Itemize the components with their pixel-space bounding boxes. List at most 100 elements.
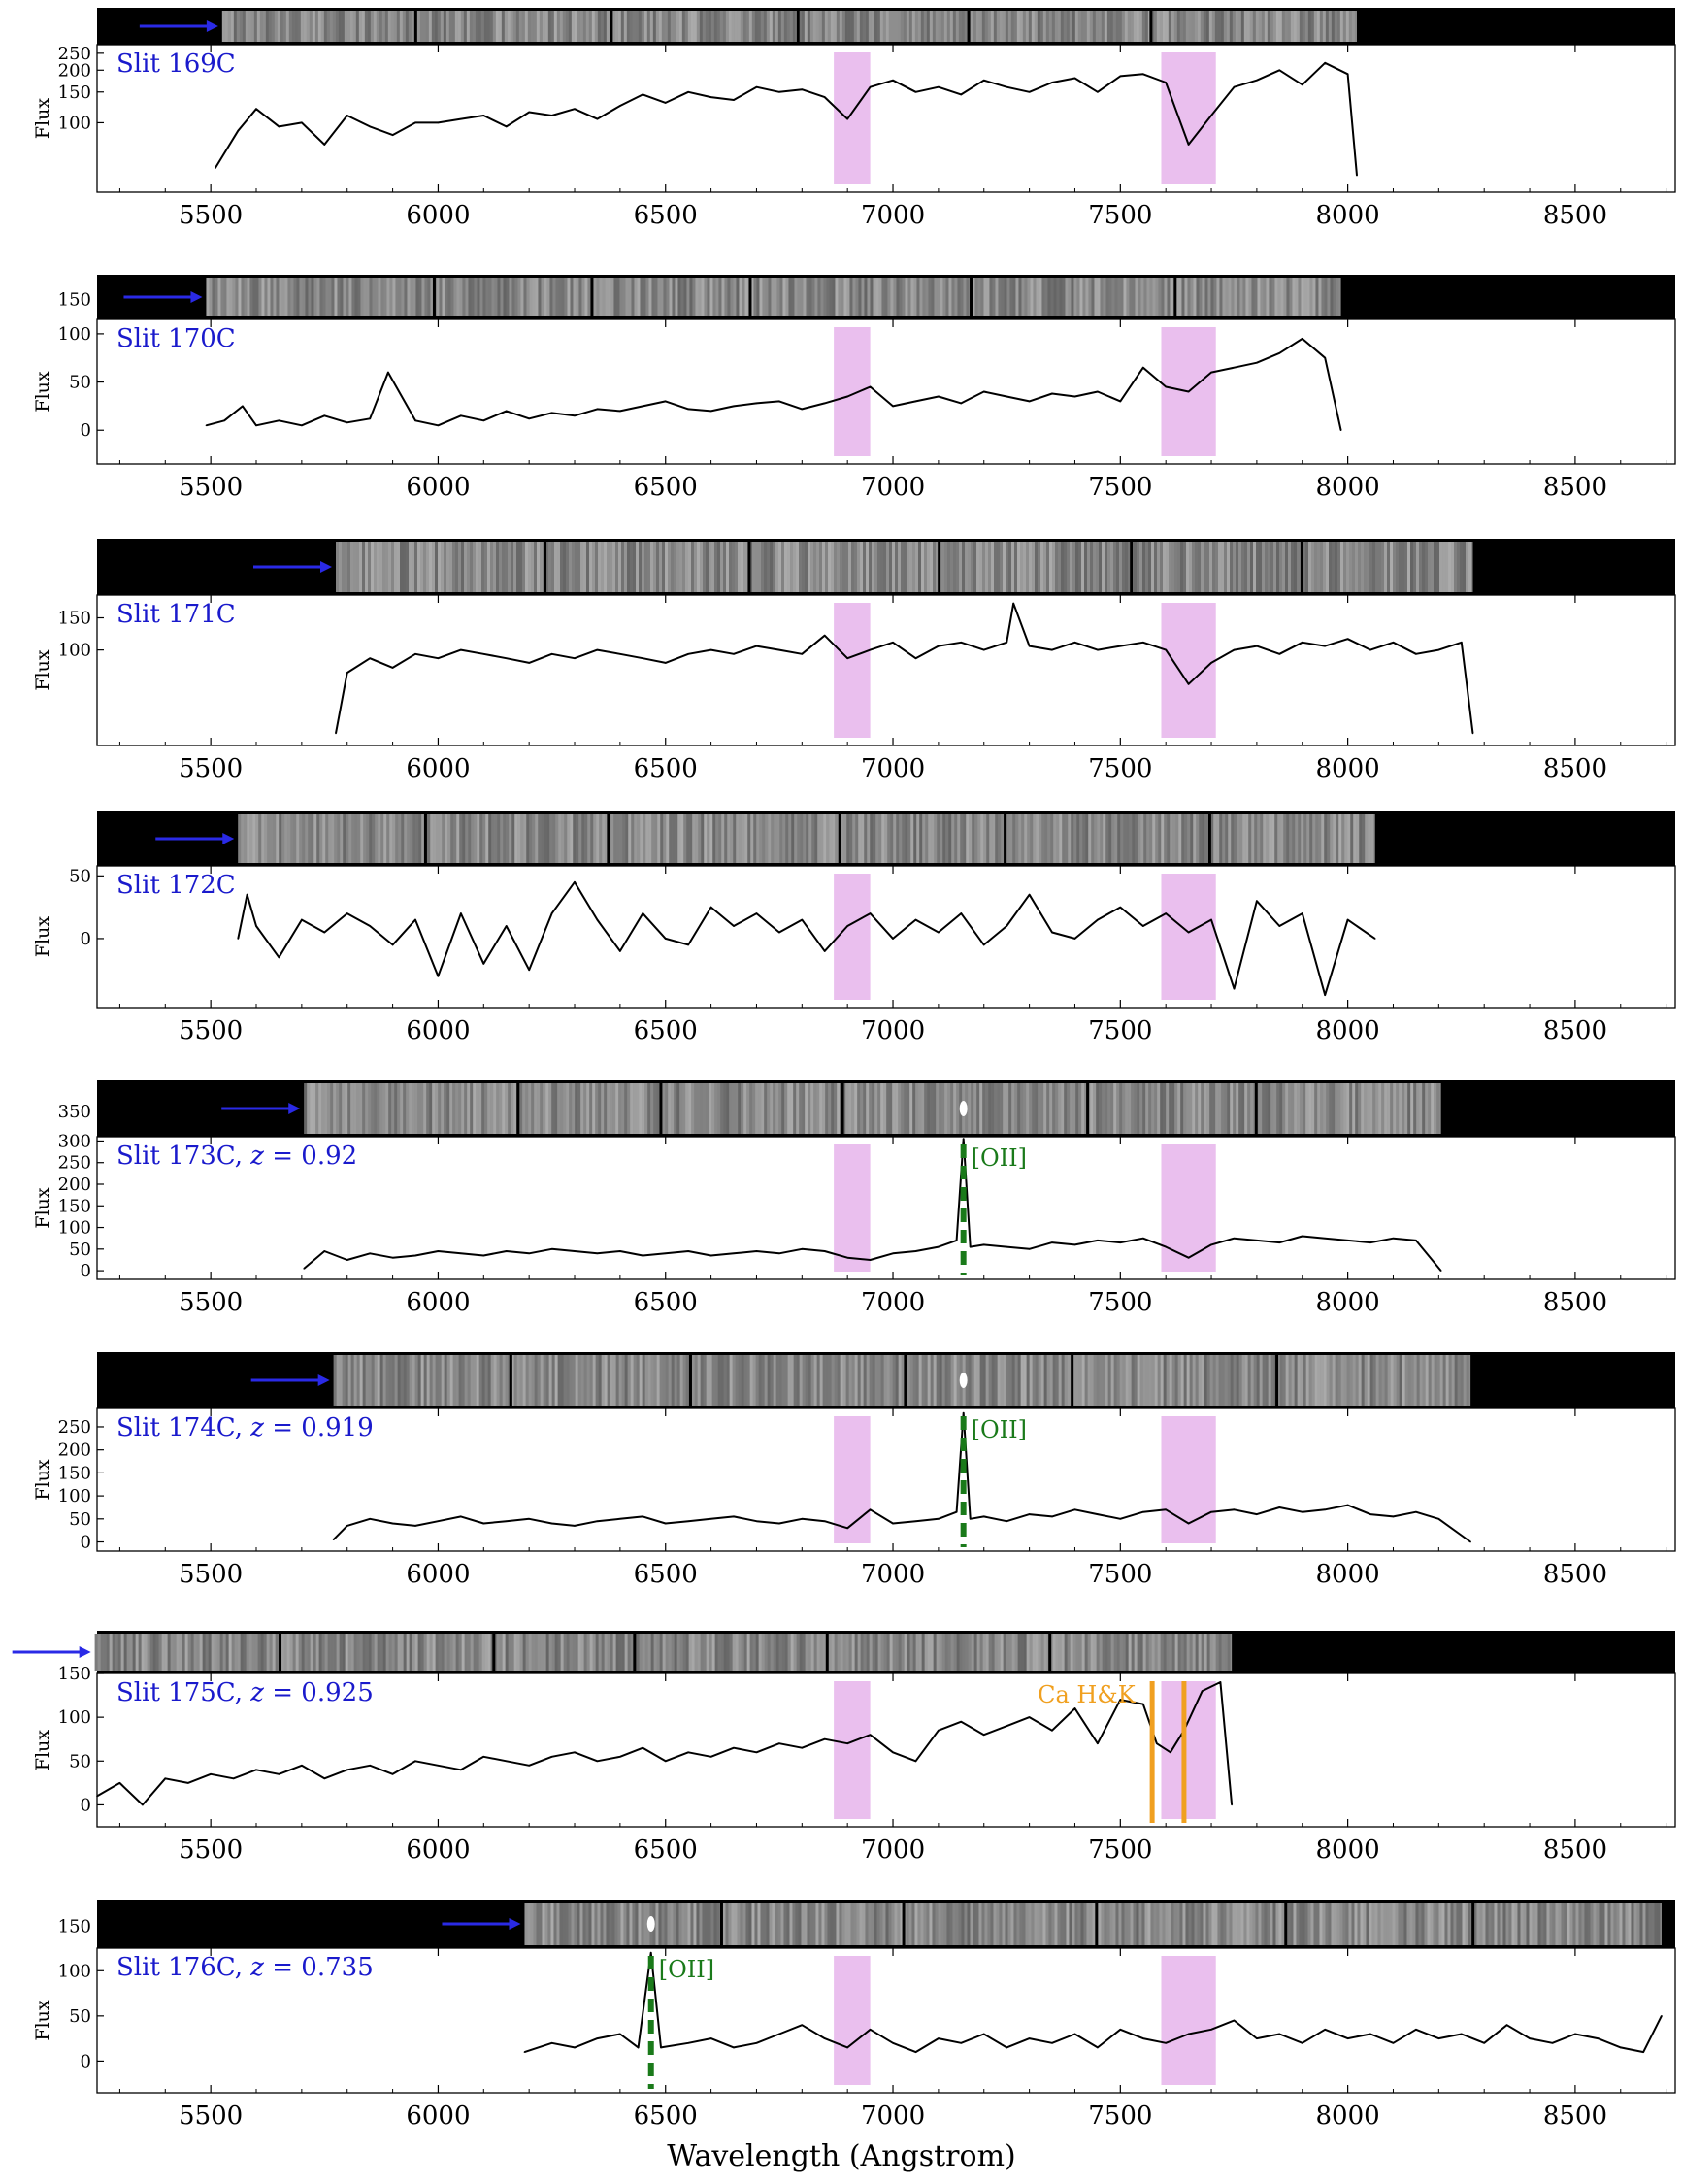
twod-noise-column [489, 11, 493, 42]
spectrum-point [1073, 1707, 1076, 1709]
twod-noise-column [1177, 1083, 1181, 1134]
y-tick-label: 0 [81, 1533, 91, 1553]
twod-noise-column [636, 542, 640, 592]
twod-noise-column [1131, 1355, 1135, 1406]
twod-noise-column [1578, 1903, 1582, 1945]
spectrum-point [550, 1522, 553, 1525]
twod-noise-column [394, 542, 398, 592]
twod-noise-column [610, 814, 614, 863]
twod-noise-column [430, 278, 434, 316]
twod-noise-column [975, 11, 979, 42]
twod-noise-column [1581, 1903, 1585, 1945]
twod-noise-column [1013, 11, 1017, 42]
twod-noise-column [733, 814, 737, 863]
twod-noise-column [763, 1903, 767, 1945]
twod-noise-column [1306, 278, 1310, 316]
twod-noise-column [1360, 1903, 1364, 1945]
twod-noise-column [717, 542, 721, 592]
twod-noise-column [421, 814, 425, 863]
twod-noise-column [610, 278, 614, 316]
twod-noise-column [869, 542, 873, 592]
twod-noise-column [1083, 1903, 1087, 1945]
twod-noise-column [714, 1083, 718, 1134]
twod-noise-column [639, 542, 643, 592]
twod-noise-column [1328, 1903, 1332, 1945]
twod-noise-column [838, 278, 842, 316]
twod-noise-column [442, 278, 446, 316]
twod-noise-column [610, 1634, 613, 1671]
twod-noise-column [758, 542, 762, 592]
twod-noise-column [905, 278, 908, 316]
spectrum-point [528, 111, 530, 114]
twod-noise-column [336, 1634, 340, 1671]
y-tick-label: 100 [58, 1486, 91, 1506]
twod-noise-column [1419, 1083, 1423, 1134]
twod-noise-column [498, 11, 502, 42]
spectrum-point [391, 134, 394, 136]
spectrum-point [1392, 2041, 1395, 2044]
twod-noise-column [976, 1083, 980, 1134]
twod-noise-column [1013, 1903, 1017, 1945]
x-tick-label: 8000 [1316, 201, 1380, 230]
twod-noise-column [869, 1355, 873, 1406]
twod-noise-column [1348, 1903, 1352, 1945]
twod-noise-column [476, 542, 479, 592]
twod-noise-column [564, 814, 568, 863]
twod-noise-column [1263, 278, 1267, 316]
twod-noise-column [645, 814, 649, 863]
twod-noise-column [267, 814, 271, 863]
spectrum-point [1051, 931, 1053, 934]
twod-noise-column [441, 542, 445, 592]
twod-noise-column [1034, 1903, 1038, 1945]
twod-noise-column [835, 278, 839, 316]
twod-noise-column [182, 1634, 185, 1671]
twod-noise-column [965, 1634, 969, 1671]
twod-noise-column [538, 814, 542, 863]
twod-noise-column [819, 1355, 823, 1406]
twod-noise-column [1174, 1083, 1178, 1134]
twod-noise-column [230, 11, 234, 42]
twod-noise-column [1173, 1903, 1177, 1945]
twod-noise-column [382, 542, 386, 592]
x-tick-label: 5500 [179, 1288, 243, 1317]
twod-noise-column [855, 278, 859, 316]
twod-noise-column [1092, 1903, 1096, 1945]
twod-noise-column [667, 1903, 671, 1945]
twod-noise-column [1148, 542, 1152, 592]
twod-noise-column [1639, 1903, 1643, 1945]
twod-noise-column [974, 542, 977, 592]
twod-noise-column [1349, 1355, 1353, 1406]
twod-noise-column [1180, 1083, 1184, 1134]
twod-noise-column [1187, 814, 1191, 863]
twod-noise-column [319, 814, 323, 863]
twod-noise-column [279, 278, 282, 316]
twod-noise-column [339, 1083, 343, 1134]
twod-noise-column [653, 1634, 657, 1671]
twod-noise-column [732, 1634, 736, 1671]
spectrum-point [1642, 2051, 1644, 2053]
twod-noise-column [1275, 1903, 1279, 1945]
twod-noise-column [1323, 1355, 1327, 1406]
twod-noise-column [912, 542, 916, 592]
twod-noise-column [484, 1083, 488, 1134]
twod-noise-column [505, 1355, 509, 1406]
twod-noise-column [366, 278, 370, 316]
twod-noise-column [950, 542, 954, 592]
twod-noise-column [621, 1634, 625, 1671]
y-tick-label: 150 [58, 1196, 91, 1216]
twod-noise-column [1245, 814, 1249, 863]
twod-noise-column [1006, 814, 1010, 863]
twod-noise-column [103, 1634, 107, 1671]
twod-noise-column [612, 1083, 616, 1134]
twod-noise-column [879, 11, 883, 42]
twod-noise-column [1428, 1355, 1432, 1406]
twod-noise-column [511, 1634, 514, 1671]
twod-noise-column [1169, 542, 1172, 592]
x-tick-label: 8000 [1316, 754, 1380, 783]
twod-noise-column [350, 1634, 354, 1671]
twod-noise-column [1268, 542, 1271, 592]
twod-noise-column [1027, 814, 1031, 863]
twod-noise-column [261, 814, 265, 863]
twod-noise-column [458, 1634, 462, 1671]
twod-noise-column [1303, 1083, 1306, 1134]
